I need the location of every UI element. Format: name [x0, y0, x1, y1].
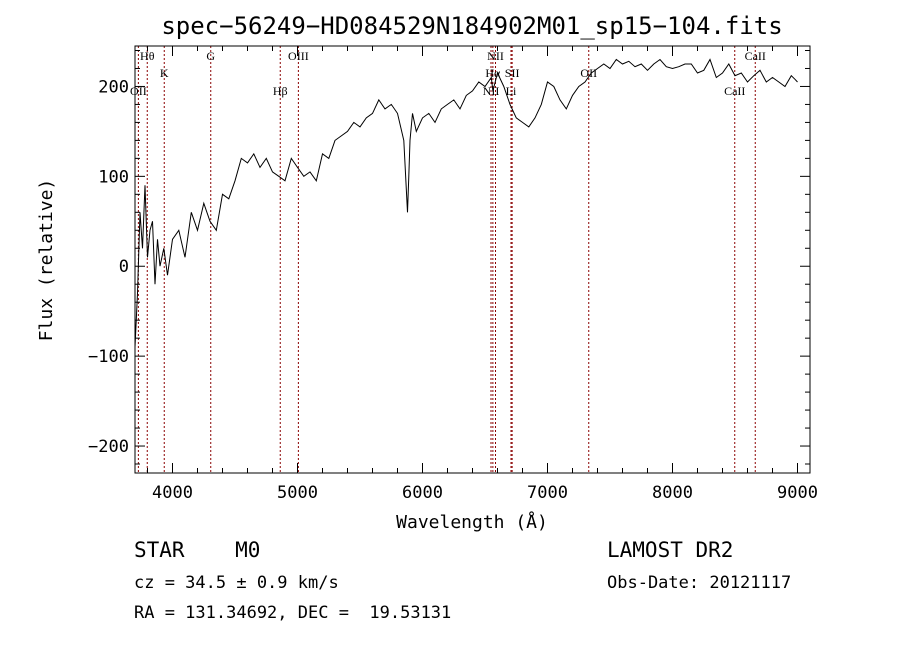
- y-tick-label: 0: [119, 257, 129, 277]
- line-marker-label: G: [206, 49, 215, 63]
- line-marker-label: OII: [580, 66, 597, 80]
- x-tick-label: 8000: [652, 483, 693, 503]
- line-marker-label: Hθ: [140, 49, 155, 63]
- x-tick-label: 6000: [402, 483, 443, 503]
- line-marker-label: CaII: [724, 84, 745, 98]
- y-tick-label: 200: [98, 77, 129, 97]
- spectrum-line: [134, 58, 798, 348]
- x-tick-label: 9000: [777, 483, 818, 503]
- line-marker-label: K: [160, 66, 169, 80]
- coordinates: RA = 131.34692, DEC = 19.53131: [134, 603, 452, 623]
- line-marker-label: Hβ: [273, 84, 288, 98]
- survey-name: LAMOST DR2: [607, 538, 734, 562]
- line-marker-label: SII: [505, 66, 520, 80]
- line-marker-label: OIII: [288, 49, 309, 63]
- x-axis: 4000 5000 6000 7000 8000 9000: [147, 46, 818, 503]
- y-axis: −200 −100 0 100 200: [88, 49, 810, 465]
- y-tick-label: −100: [88, 347, 129, 367]
- line-marker-label: CaII: [745, 49, 766, 63]
- y-axis-label: Flux (relative): [36, 179, 57, 342]
- x-tick-label: 5000: [277, 483, 318, 503]
- obs-date: Obs-Date: 20121117: [607, 573, 792, 593]
- redshift-text: cz = 34.5 ± 0.9 km/s: [134, 573, 339, 593]
- line-marker-label: Hα: [485, 66, 501, 80]
- line-marker-group: [137, 46, 756, 473]
- x-axis-label: Wavelength (Å): [396, 511, 548, 533]
- line-marker-label: NII: [483, 84, 500, 98]
- line-marker-label: Li: [506, 84, 517, 98]
- plot-frame: [134, 45, 811, 474]
- chart-title: spec−56249−HD084529N184902M01_sp15−104.f…: [161, 12, 782, 40]
- y-tick-label: −200: [88, 437, 129, 457]
- line-marker-label: NII: [487, 49, 504, 63]
- object-class: STAR M0: [134, 538, 261, 562]
- line-marker-label: OII: [130, 84, 147, 98]
- x-tick-label: 7000: [527, 483, 568, 503]
- y-tick-label: 100: [98, 167, 129, 187]
- x-tick-label: 4000: [152, 483, 193, 503]
